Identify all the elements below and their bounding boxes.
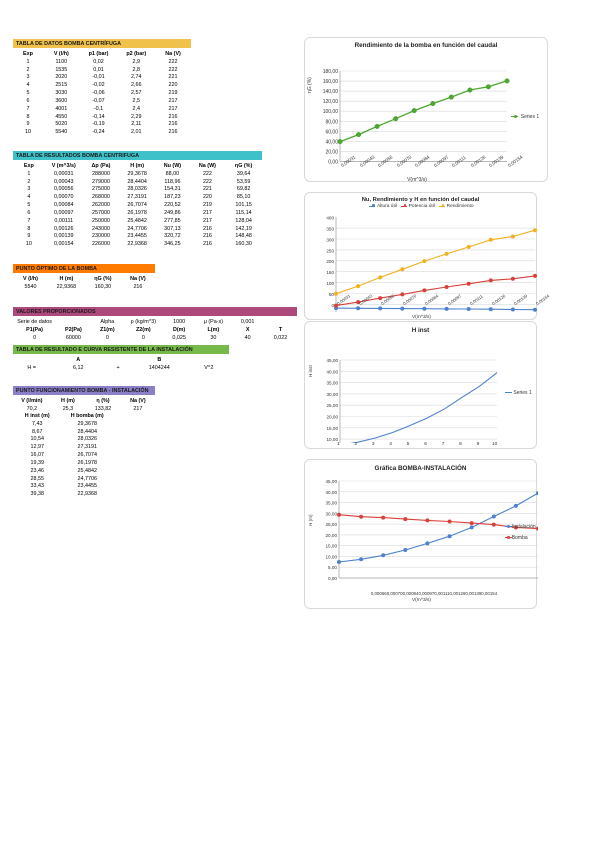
svg-text:30,00: 30,00 [326, 511, 338, 516]
svg-text:40,00: 40,00 [327, 369, 339, 374]
svg-text:100,00: 100,00 [323, 109, 339, 115]
svg-text:25,00: 25,00 [327, 403, 339, 408]
svg-text:20,00: 20,00 [326, 533, 338, 538]
svg-text:45,00: 45,00 [327, 358, 339, 363]
svg-text:40,00: 40,00 [325, 139, 338, 145]
svg-text:0,00: 0,00 [328, 576, 337, 581]
svg-text:25,00: 25,00 [326, 522, 338, 527]
svg-text:140,00: 140,00 [323, 89, 339, 95]
svg-text:15,00: 15,00 [327, 426, 339, 431]
svg-text:45,00: 45,00 [326, 479, 338, 484]
svg-text:60,00: 60,00 [325, 129, 338, 135]
svg-text:35,00: 35,00 [326, 501, 338, 506]
svg-text:30,00: 30,00 [327, 392, 339, 397]
svg-text:180,00: 180,00 [323, 69, 339, 75]
svg-text:300: 300 [326, 237, 334, 242]
svg-text:350: 350 [326, 227, 334, 232]
svg-text:100: 100 [326, 281, 334, 286]
svg-text:40,00: 40,00 [326, 490, 338, 495]
svg-text:35,00: 35,00 [327, 381, 339, 386]
svg-text:50: 50 [329, 292, 335, 297]
svg-text:160,00: 160,00 [323, 79, 339, 85]
svg-text:150: 150 [326, 270, 334, 275]
svg-text:20,00: 20,00 [327, 415, 339, 420]
svg-text:120,00: 120,00 [323, 99, 339, 105]
svg-text:400: 400 [326, 216, 334, 221]
svg-text:20,00: 20,00 [325, 149, 338, 155]
svg-text:250: 250 [326, 248, 334, 253]
svg-text:10,00: 10,00 [326, 554, 338, 559]
svg-text:5,00: 5,00 [328, 565, 337, 570]
svg-text:200: 200 [326, 259, 334, 264]
svg-text:80,00: 80,00 [325, 119, 338, 125]
svg-text:15,00: 15,00 [326, 544, 338, 549]
